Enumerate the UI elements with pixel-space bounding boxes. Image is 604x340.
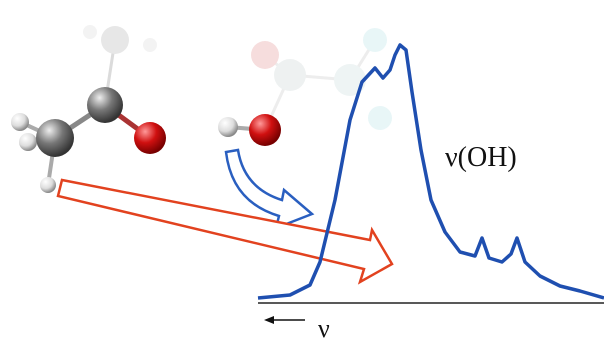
red-arrow (58, 180, 392, 282)
molecule-left (11, 87, 166, 193)
molecule-right (218, 114, 281, 146)
axis-label: ν (318, 314, 330, 340)
peak-label: ν(OH) (445, 142, 517, 173)
figure: ν(OH) ν (0, 0, 604, 340)
spectrum (258, 45, 604, 298)
faded-atoms (83, 25, 392, 130)
axis-arrow-head (264, 316, 274, 324)
